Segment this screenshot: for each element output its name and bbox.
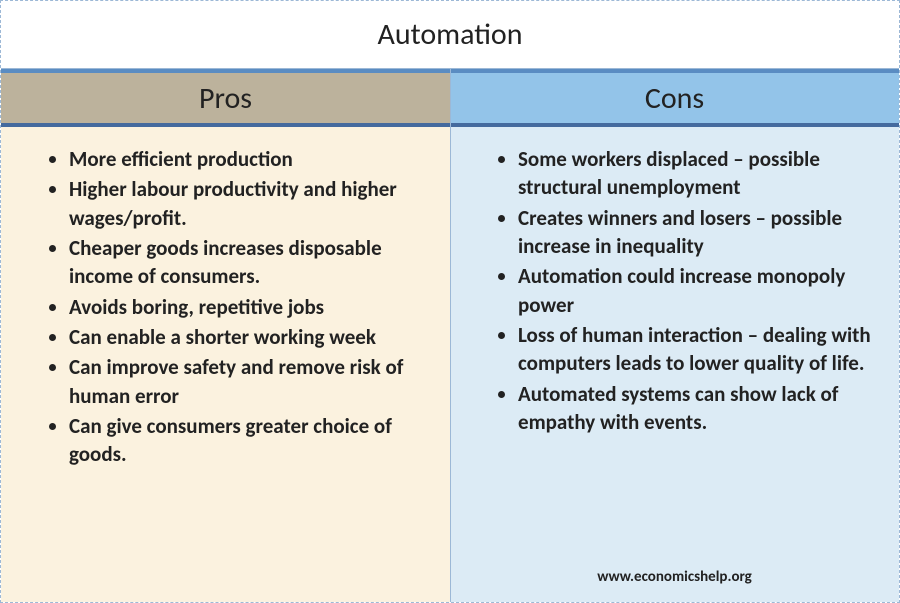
- cons-header: Cons: [450, 73, 899, 123]
- infographic-container: Automation Pros More efficient productio…: [0, 0, 900, 603]
- pros-body: More efficient production Higher labour …: [1, 127, 450, 602]
- list-item: Can give consumers greater choice of goo…: [69, 412, 424, 469]
- list-item: Avoids boring, repetitive jobs: [69, 293, 424, 321]
- cons-column: Cons Some workers displaced – possible s…: [450, 73, 899, 602]
- pros-column: Pros More efficient production Higher la…: [1, 73, 450, 602]
- list-item: More efficient production: [69, 145, 424, 173]
- list-item: Loss of human interaction – dealing with…: [518, 321, 873, 378]
- cons-body: Some workers displaced – possible struct…: [450, 127, 899, 602]
- list-item: Can enable a shorter working week: [69, 323, 424, 351]
- list-item: Can improve safety and remove risk of hu…: [69, 353, 424, 410]
- main-title: Automation: [1, 1, 899, 69]
- cons-list: Some workers displaced – possible struct…: [470, 145, 873, 436]
- list-item: Cheaper goods increases disposable incom…: [69, 234, 424, 291]
- list-item: Some workers displaced – possible struct…: [518, 145, 873, 202]
- source-attribution: www.economicshelp.org: [450, 568, 899, 586]
- list-item: Automation could increase monopoly power: [518, 262, 873, 319]
- pros-list: More efficient production Higher labour …: [21, 145, 424, 469]
- list-item: Automated systems can show lack of empat…: [518, 380, 873, 437]
- column-divider: [450, 69, 451, 602]
- pros-header: Pros: [1, 73, 450, 123]
- list-item: Creates winners and losers – possible in…: [518, 204, 873, 261]
- list-item: Higher labour productivity and higher wa…: [69, 175, 424, 232]
